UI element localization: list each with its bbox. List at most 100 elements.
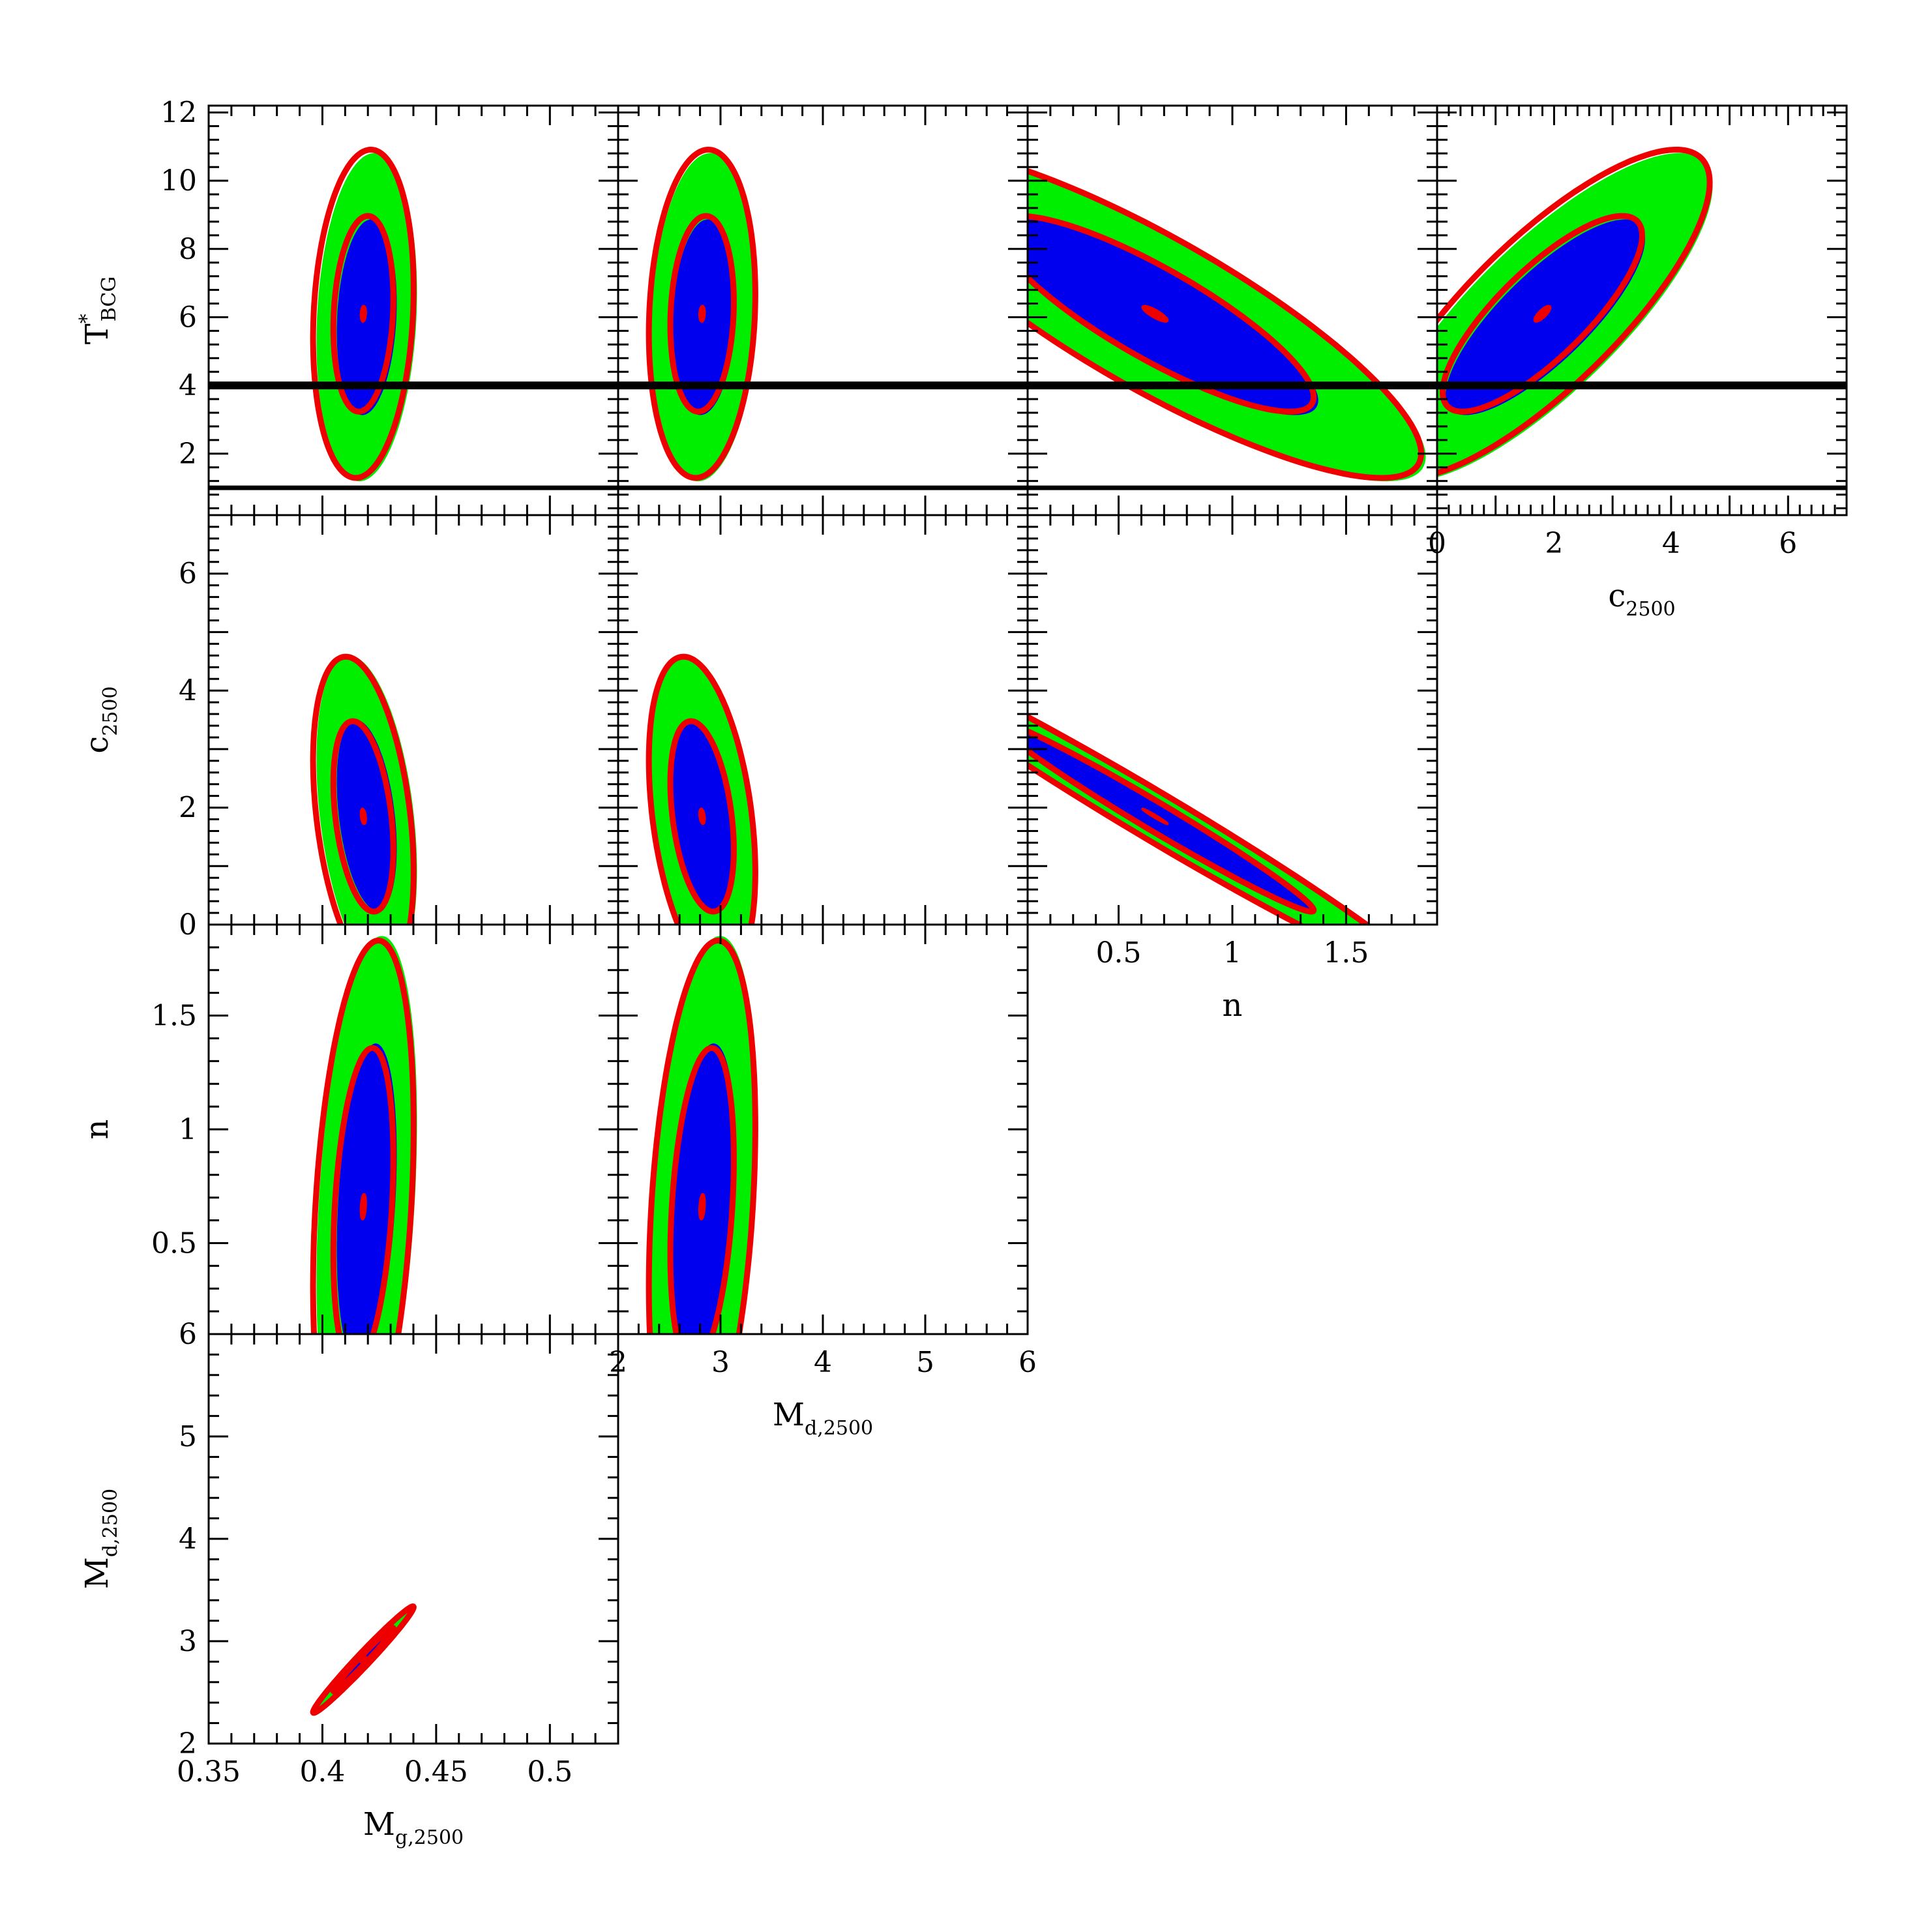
best-fit-marker: [359, 807, 367, 825]
axis-label-base: n: [1223, 987, 1243, 1024]
best-fit-marker: [698, 305, 706, 323]
panel-content: [310, 653, 417, 925]
axis-label-sub: BCG: [98, 276, 121, 322]
confidence-region-inner: [672, 1043, 736, 1334]
x-tick-label: 2: [609, 1346, 627, 1379]
y-tick-label: 3: [179, 1625, 197, 1658]
contour-inner: [667, 213, 737, 415]
contour-inner: [1028, 728, 1317, 915]
y-axis-label-c2500: c2500: [79, 686, 122, 753]
axis-label-base: n: [79, 1120, 115, 1140]
panel-content: [310, 936, 417, 1334]
confidence-region-inner: [336, 1043, 397, 1334]
axis-label-sub: g,2500: [395, 1826, 464, 1849]
x-tick-label: 5: [916, 1346, 934, 1379]
confidence-region-inner: [1028, 730, 1316, 912]
y-tick-label: 4: [179, 369, 197, 402]
panel-mg-vs-n: [207, 923, 619, 1335]
confidence-region-inner: [1028, 219, 1318, 415]
axis-label-base: T: [79, 323, 115, 344]
panel-n-vs-c: [1026, 514, 1438, 926]
contour-outer: [1028, 168, 1425, 481]
panel-content: [209, 146, 618, 490]
contour-outer: [310, 1603, 417, 1716]
best-fit-marker: [359, 1656, 367, 1663]
panels-layer: [207, 104, 1848, 1745]
y-axis-label-n: n: [79, 1120, 115, 1140]
x-tick-label: 1.5: [1323, 936, 1369, 970]
y-tick-label: 2: [179, 438, 197, 471]
y-axis-label-md2500: Md,2500: [79, 1489, 122, 1589]
contour-inner: [330, 718, 396, 915]
axis-label-base: M: [773, 1397, 805, 1433]
x-tick-label: 4: [814, 1346, 832, 1379]
x-tick-label: 0.35: [177, 1755, 241, 1789]
x-axis-label-md2500: Md,2500: [773, 1397, 873, 1440]
panel-content: [1437, 146, 1847, 490]
axis-label-sup: *: [76, 314, 98, 323]
x-axis-label-mg2500: Mg,2500: [363, 1806, 464, 1849]
axis-label-base: M: [363, 1806, 395, 1843]
panel-content: [646, 653, 758, 925]
contour-inner: [1028, 213, 1317, 415]
panel-md-vs-t: [617, 104, 1029, 516]
x-tick-label: 2: [1545, 527, 1563, 560]
y-tick-label: 4: [179, 674, 197, 707]
x-tick-label: 3: [711, 1346, 730, 1379]
best-fit-marker: [698, 1193, 706, 1221]
y-tick-label: 0.5: [151, 1226, 197, 1260]
panel-md-vs-n: [617, 923, 1029, 1335]
contour-inner: [667, 718, 737, 915]
y-tick-label: 1: [179, 1113, 197, 1146]
best-fit-marker: [1141, 305, 1169, 323]
contour-outer: [310, 146, 417, 481]
contour-inner: [1439, 213, 1645, 415]
y-tick-label: 5: [179, 1420, 197, 1453]
y-tick-label: 0: [179, 908, 197, 942]
y-tick-label: 2: [179, 1727, 197, 1761]
panel-content: [646, 936, 758, 1334]
contour-inner: [330, 213, 396, 415]
panel-content: [310, 1603, 417, 1716]
panel-content: [1028, 168, 1437, 490]
x-tick-label: 0: [1428, 527, 1446, 560]
contour-outer: [646, 937, 758, 1334]
y-tick-label: 2: [179, 792, 197, 825]
y-tick-label: 6: [179, 1318, 197, 1351]
y-tick-label: 6: [179, 557, 197, 591]
y-tick-label: 8: [179, 233, 197, 266]
panel-frame: [617, 923, 1029, 1335]
panel-mg-vs-c: [207, 514, 619, 926]
best-fit-marker: [698, 807, 706, 825]
axis-label-sub: d,2500: [99, 1489, 122, 1557]
contour-outer: [310, 937, 417, 1334]
axis-label-base: M: [79, 1557, 115, 1589]
axis-label-base: c: [1608, 578, 1626, 614]
contour-outer: [646, 653, 758, 925]
axis-label-sub: 2500: [1626, 598, 1675, 621]
contour-outer: [310, 653, 417, 925]
contour-outer: [1028, 713, 1372, 925]
x-tick-label: 1: [1223, 936, 1241, 970]
panel-content: [618, 146, 1028, 490]
y-tick-label: 6: [179, 301, 197, 334]
best-fit-marker: [1533, 305, 1552, 323]
panel-content: [1028, 713, 1372, 925]
panel-mg-vs-t: [207, 104, 619, 516]
x-tick-label: 0.4: [299, 1755, 345, 1789]
contour-inner: [667, 1045, 737, 1334]
contour-outer: [646, 146, 758, 481]
confidence-region-outer: [1028, 715, 1369, 925]
confidence-region-inner: [336, 219, 397, 415]
panel-frame: [207, 1333, 619, 1745]
y-tick-label: 12: [160, 96, 197, 129]
best-fit-marker: [1140, 807, 1169, 825]
y-tick-label: 10: [160, 164, 197, 198]
x-tick-label: 0.5: [527, 1755, 572, 1789]
x-tick-label: 4: [1662, 527, 1680, 560]
best-fit-marker: [359, 1193, 367, 1221]
x-tick-label: 6: [1018, 1346, 1037, 1379]
x-tick-label: 0.5: [1096, 936, 1142, 970]
